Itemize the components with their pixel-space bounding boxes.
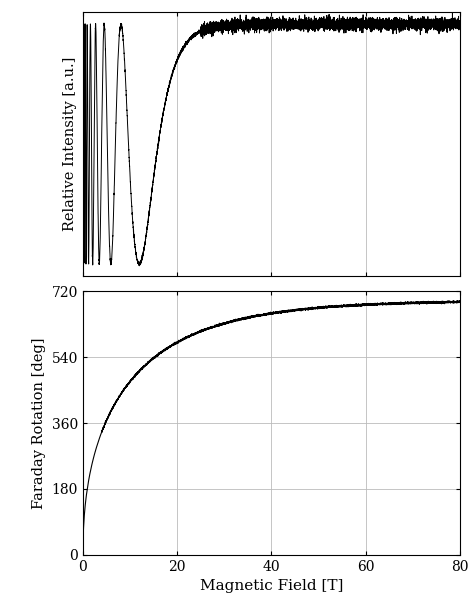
Y-axis label: Faraday Rotation [deg]: Faraday Rotation [deg] bbox=[32, 337, 46, 509]
X-axis label: Magnetic Field [T]: Magnetic Field [T] bbox=[200, 579, 343, 593]
Y-axis label: Relative Intensity [a.u.]: Relative Intensity [a.u.] bbox=[64, 57, 77, 231]
